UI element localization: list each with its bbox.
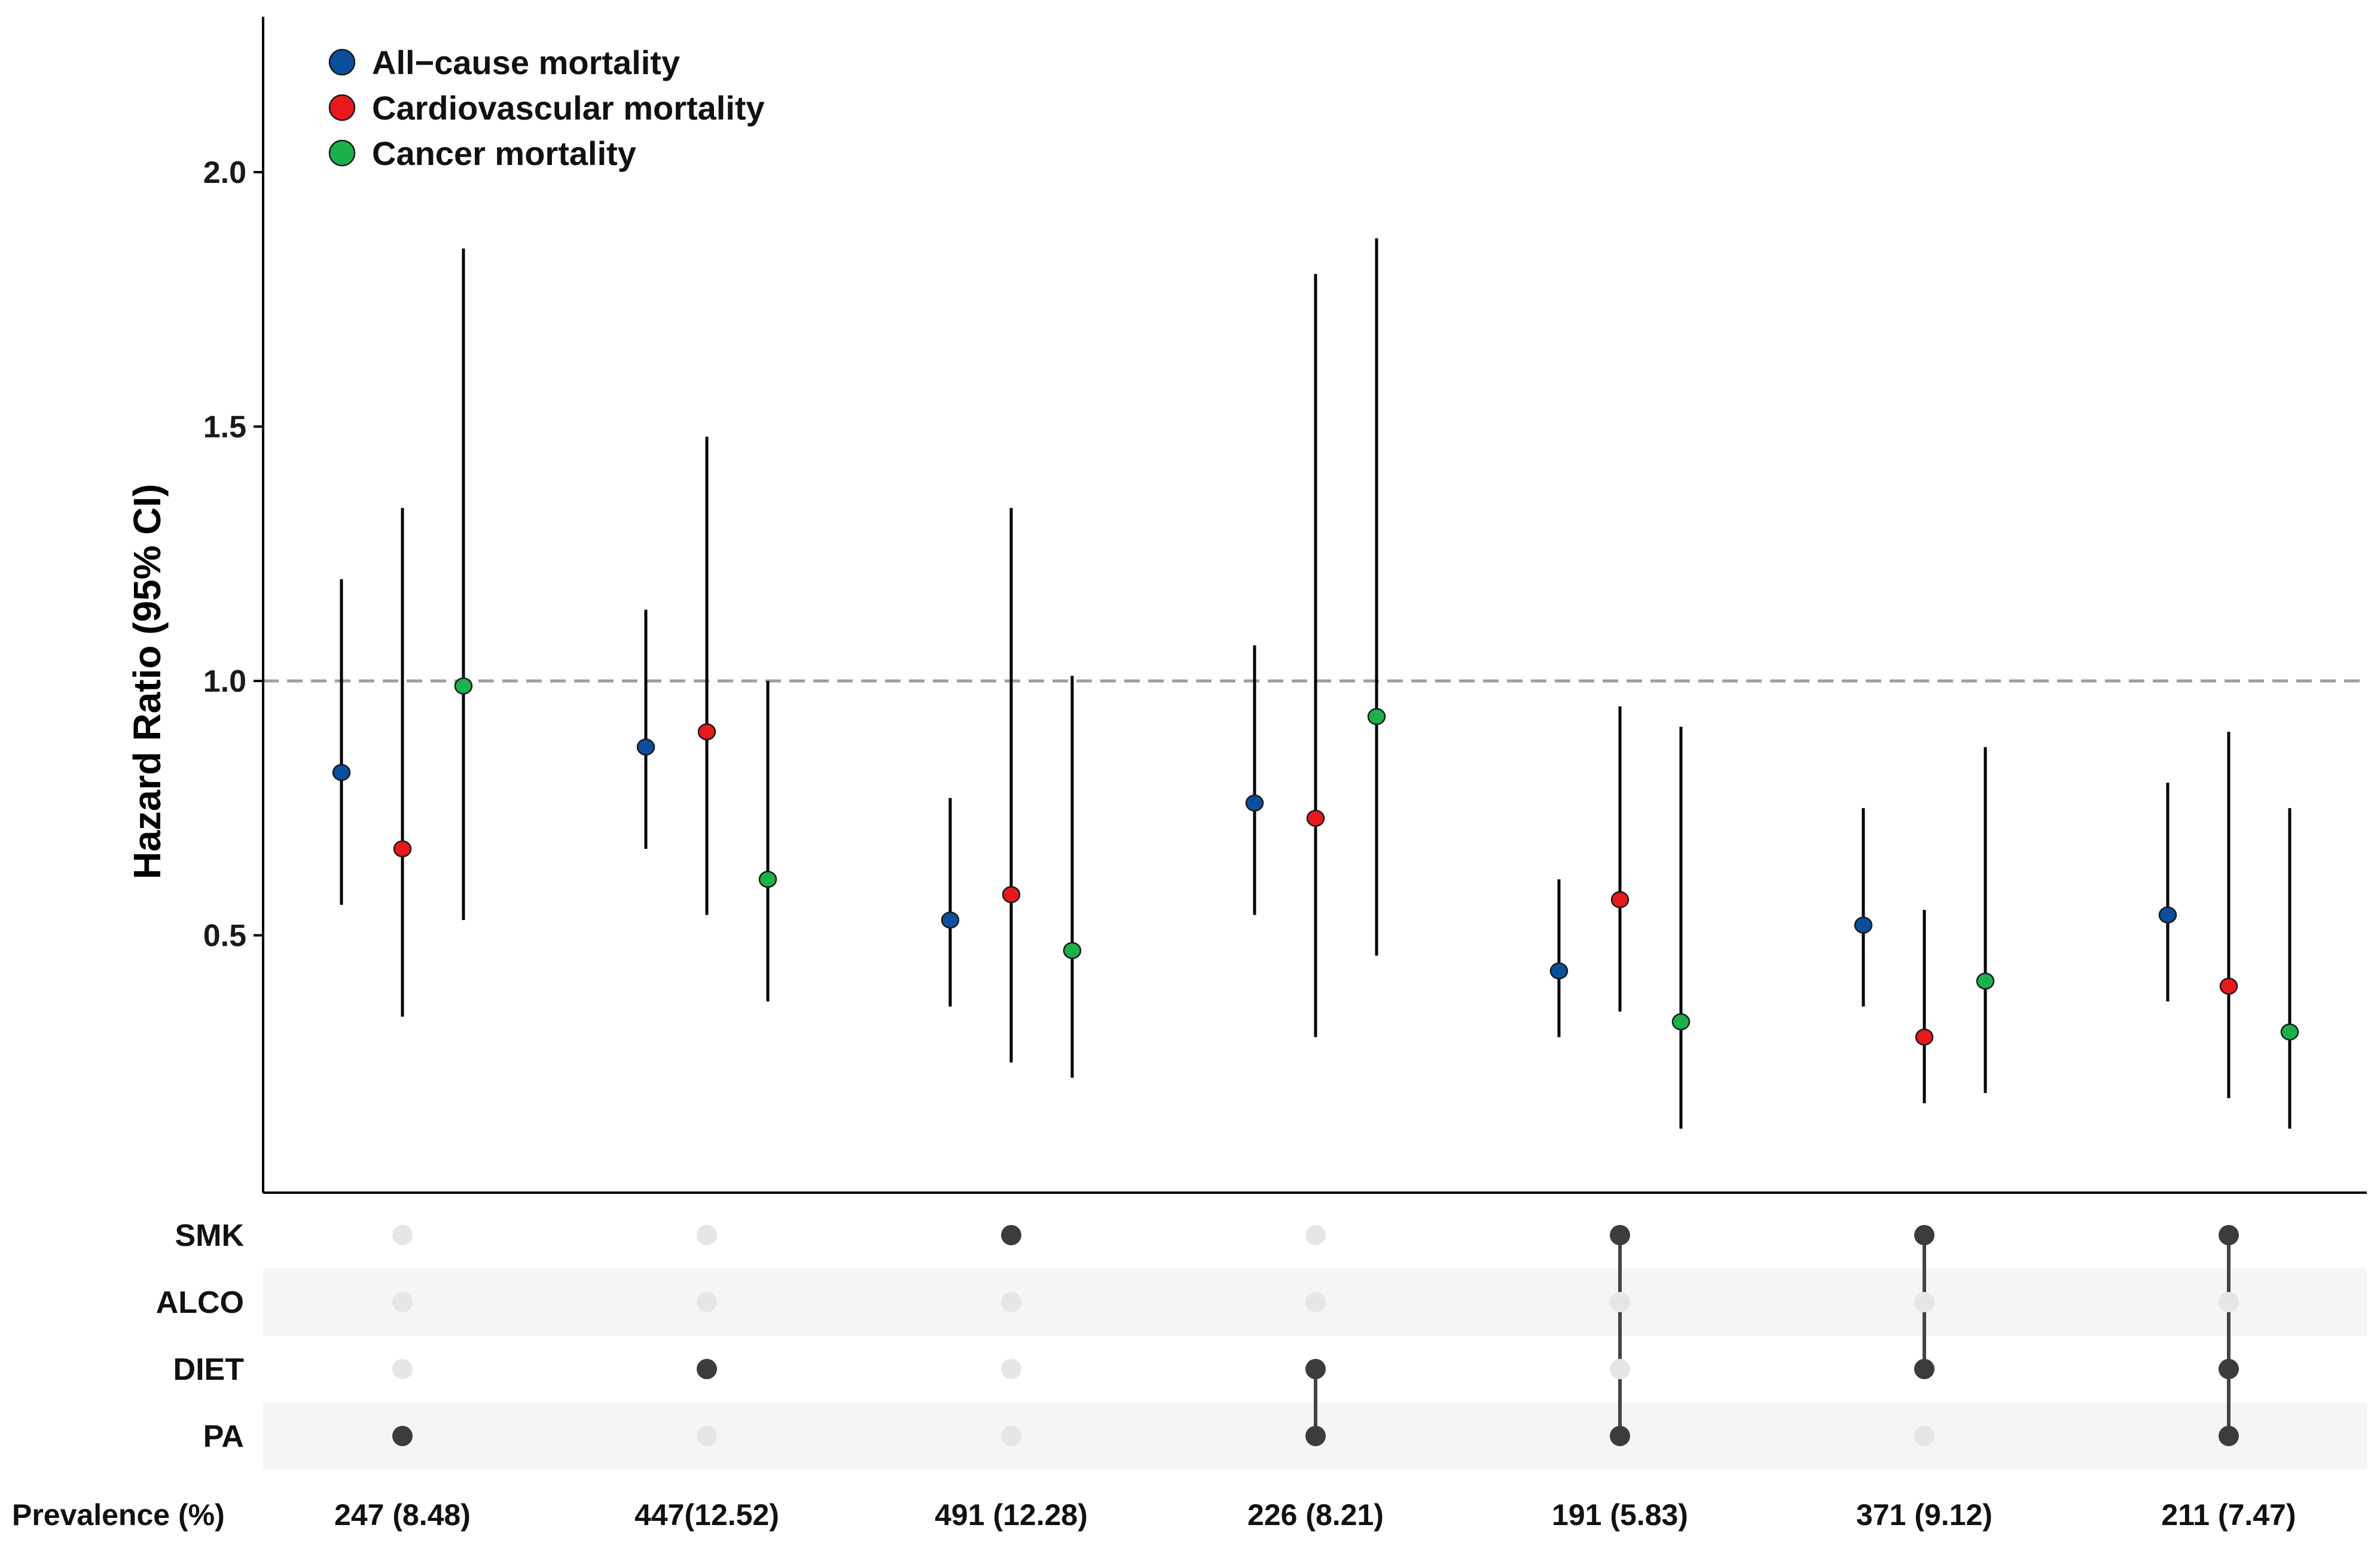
prevalence-label: Prevalence (%): [12, 1498, 225, 1532]
legend: All−cause mortality Cardiovascular mortal…: [328, 44, 765, 172]
hr-point: [1306, 809, 1325, 827]
prevalence-value: 491 (12.28): [935, 1498, 1088, 1532]
hr-point: [1915, 1028, 1934, 1046]
hr-point: [758, 870, 777, 888]
prevalence-value: 191 (5.83): [1552, 1498, 1688, 1532]
prevalence-value: 247 (8.48): [334, 1498, 471, 1532]
matrix-row-label: ALCO: [156, 1285, 244, 1320]
upset-matrix: SMK ALCO DIET PA: [156, 1218, 2239, 1454]
matrix-dot-inactive: [697, 1225, 717, 1245]
matrix-dot-inactive: [1914, 1292, 1934, 1312]
hr-point: [2158, 906, 2177, 924]
prevalence-row: Prevalence (%) 247 (8.48) 447(12.52) 491 (1…: [12, 1498, 2296, 1532]
matrix-dot-active: [1610, 1426, 1630, 1446]
hazard-ratio-points: [332, 677, 2299, 1046]
y-tick-label: 1.5: [203, 410, 246, 445]
matrix-dot-active: [1001, 1225, 1021, 1245]
y-tick-label: 1.0: [203, 664, 246, 699]
legend-label: Cardiovascular mortality: [372, 89, 765, 127]
hr-point: [1976, 972, 1995, 990]
hr-point: [332, 763, 351, 781]
matrix-dot-active: [2219, 1426, 2239, 1446]
y-axis-title: Hazard Ratio (95% CI): [126, 484, 169, 879]
matrix-dot-active: [392, 1426, 413, 1446]
legend-swatch: [328, 139, 356, 167]
matrix-dot-active: [2219, 1359, 2239, 1379]
matrix-dot-inactive: [392, 1292, 413, 1312]
hr-point: [393, 840, 412, 858]
hr-point: [1854, 916, 1873, 934]
prevalence-value: 371 (9.12): [1856, 1498, 1993, 1532]
hr-point: [1549, 962, 1569, 980]
prevalence-value: 226 (8.21): [1247, 1498, 1384, 1532]
hr-point: [1245, 794, 1264, 812]
matrix-dot-inactive: [392, 1359, 413, 1379]
matrix-dot-inactive: [1001, 1359, 1021, 1379]
matrix-dot-active: [2219, 1225, 2239, 1245]
hr-point: [2280, 1023, 2299, 1041]
matrix-dot-inactive: [1610, 1292, 1630, 1312]
matrix-dot-inactive: [1610, 1359, 1630, 1379]
matrix-dot-inactive: [1001, 1292, 1021, 1312]
matrix-dot-active: [1914, 1359, 1934, 1379]
matrix-row-label: PA: [203, 1419, 244, 1454]
matrix-dot-active: [1610, 1225, 1630, 1245]
hr-point: [1610, 891, 1630, 909]
matrix-dot-inactive: [1305, 1292, 1326, 1312]
matrix-row-label: SMK: [175, 1218, 244, 1253]
hr-point: [1671, 1013, 1691, 1031]
hr-point: [2219, 977, 2238, 995]
legend-label: Cancer mortality: [372, 135, 636, 172]
y-tick-label: 0.5: [203, 919, 246, 954]
matrix-row-label: DIET: [173, 1352, 245, 1387]
hr-point: [454, 677, 473, 695]
matrix-dot-active: [1305, 1426, 1326, 1446]
hr-point: [941, 911, 960, 929]
legend-swatch: [328, 48, 356, 76]
hr-point: [1002, 886, 1021, 903]
matrix-dot-inactive: [1305, 1225, 1326, 1245]
legend-swatch: [328, 94, 356, 121]
matrix-dot-inactive: [697, 1426, 717, 1446]
matrix-dot-inactive: [697, 1292, 717, 1312]
matrix-dot-active: [1305, 1359, 1326, 1379]
hr-point: [1063, 942, 1082, 960]
matrix-dot-inactive: [392, 1225, 413, 1245]
matrix-dot-inactive: [1001, 1426, 1021, 1446]
matrix-dot-active: [1914, 1225, 1934, 1245]
hr-point: [1367, 708, 1386, 725]
error-bars: [340, 238, 2291, 1129]
matrix-dot-active: [697, 1359, 717, 1379]
hr-point: [636, 738, 655, 756]
hr-point: [697, 723, 716, 741]
matrix-dot-inactive: [2219, 1292, 2239, 1312]
prevalence-value: 211 (7.47): [2161, 1498, 2296, 1532]
axes: 0.5 1.0 1.5 2.0 Hazard Ratio (95% CI): [126, 17, 2367, 1194]
prevalence-value: 447(12.52): [634, 1498, 779, 1532]
legend-label: All−cause mortality: [372, 44, 680, 81]
matrix-dot-inactive: [1914, 1426, 1934, 1446]
y-tick-label: 2.0: [203, 155, 246, 190]
